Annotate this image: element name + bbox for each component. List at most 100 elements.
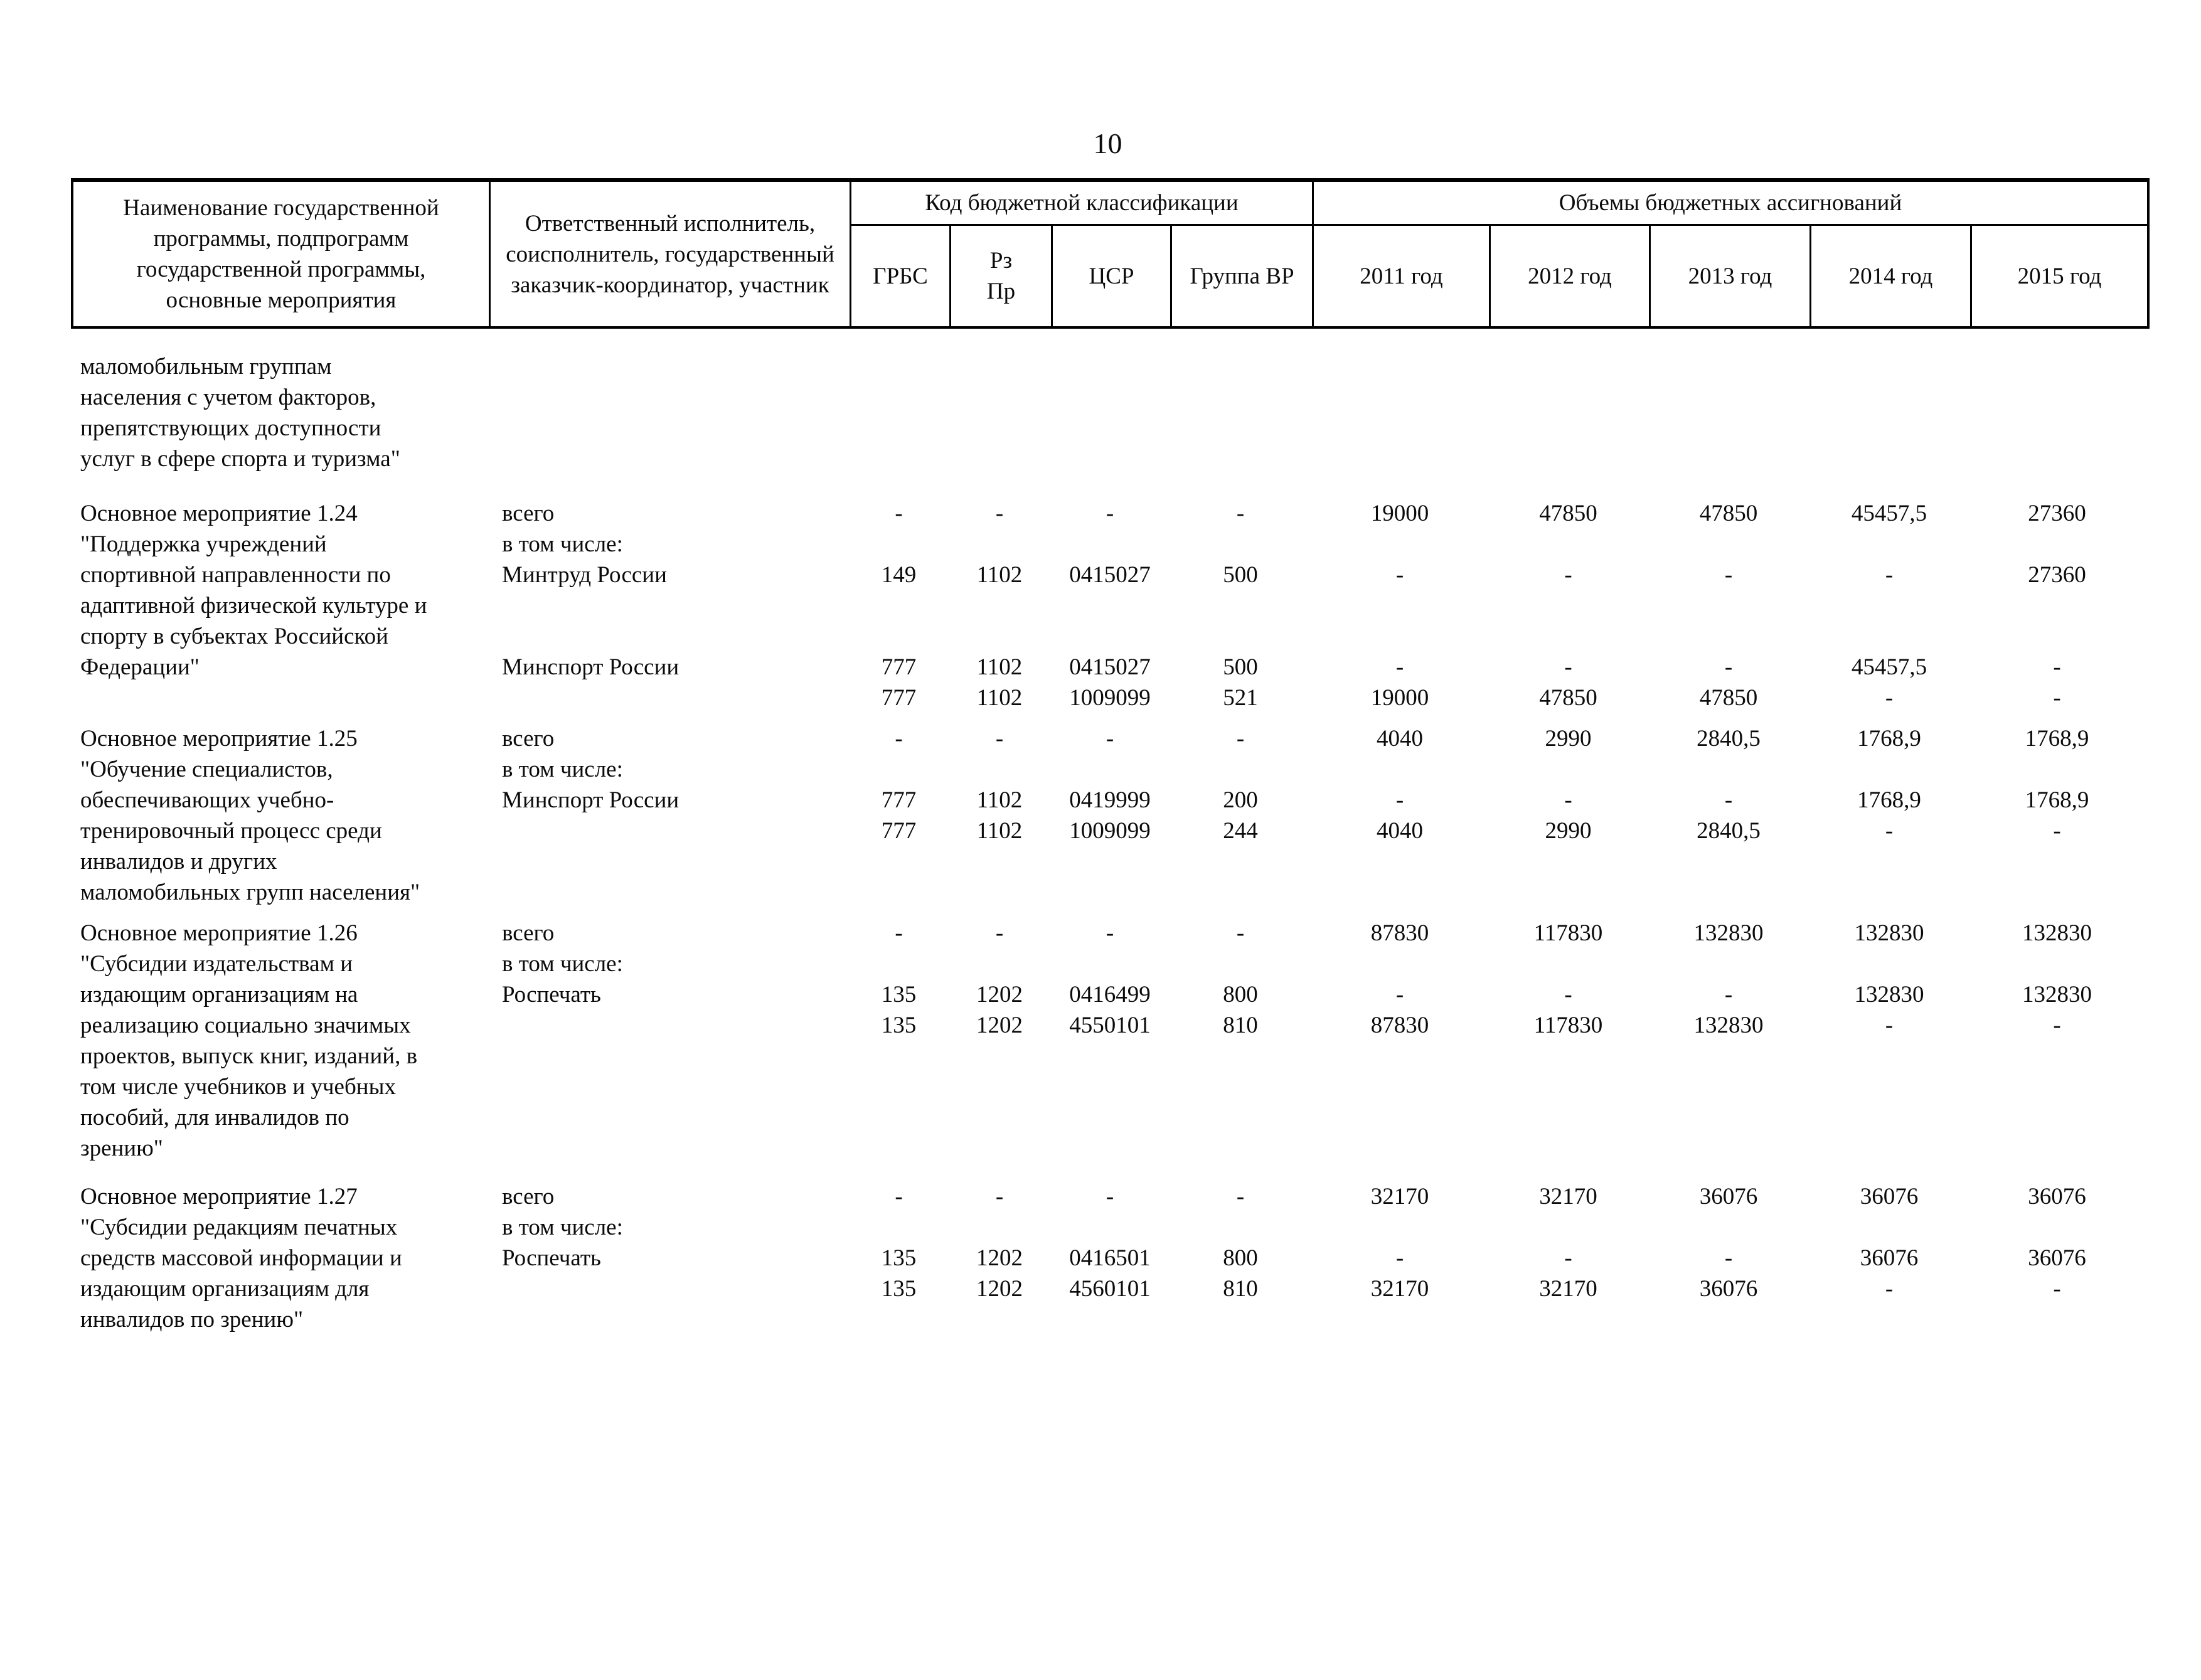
code-rzpr: 1202 <box>976 982 1023 1007</box>
budget-row: Минспорт России 777 1102 0419999 200 - - - 1768,… <box>488 785 2145 816</box>
code-rzpr: 1102 <box>976 818 1023 844</box>
code-grbs: 777 <box>881 654 917 680</box>
amount-2011: 19000 <box>1370 501 1429 526</box>
measure-name: Основное мероприятие 1.27 "Субсидии реда… <box>80 1184 402 1332</box>
amount-2012: - <box>1564 787 1572 813</box>
header-col-rzpr: Рз Пр <box>951 226 1053 326</box>
code-vr: 521 <box>1223 685 1258 711</box>
amount-2015: 36076 <box>2028 1245 2086 1271</box>
amount-2014: - <box>1885 562 1894 588</box>
amount-2013 <box>1648 949 1809 979</box>
amount-2011: 32170 <box>1370 1184 1429 1209</box>
amount-2012: - <box>1564 982 1572 1007</box>
amount-2012 <box>1488 1212 1648 1243</box>
amount-2011: - <box>1395 982 1404 1007</box>
code-rzpr: - <box>995 726 1004 752</box>
code-csr: 0415027 <box>1069 562 1151 588</box>
amount-2015: 132830 <box>2022 982 2092 1007</box>
amount-2014: 36076 <box>1860 1184 1919 1209</box>
code-rzpr: - <box>995 501 1004 526</box>
code-csr: 4560101 <box>1069 1276 1151 1302</box>
measure-block: Основное мероприятие 1.26 "Субсидии изда… <box>71 918 2145 1164</box>
code-csr: 4550101 <box>1069 1013 1151 1038</box>
code-grbs: 135 <box>881 1013 917 1038</box>
amount-2012: 47850 <box>1539 685 1597 711</box>
measure-block: Основное мероприятие 1.27 "Субсидии реда… <box>71 1181 2145 1335</box>
amount-2011: - <box>1395 787 1404 813</box>
amount-2013: 2840,5 <box>1697 726 1761 752</box>
code-rzpr: - <box>995 920 1004 946</box>
executor-label: всего <box>502 920 555 946</box>
amount-2014: 45457,5 <box>1851 654 1927 680</box>
executor-label: всего <box>502 1184 555 1209</box>
amount-2014: 1768,9 <box>1857 787 1921 813</box>
header-col-year-2014: 2014 год <box>1811 226 1972 326</box>
code-rzpr: 1202 <box>976 1276 1023 1302</box>
code-grbs <box>849 949 949 979</box>
amount-2013 <box>1648 1212 1809 1243</box>
amount-2014: 36076 <box>1860 1245 1919 1271</box>
amount-2011: - <box>1395 1245 1404 1271</box>
amount-2015: 27360 <box>2028 562 2086 588</box>
code-rzpr: 1102 <box>976 654 1023 680</box>
amount-2013: - <box>1724 1245 1733 1271</box>
amount-2013: 47850 <box>1699 685 1758 711</box>
executor-label <box>488 1010 849 1041</box>
executor-label: в том числе: <box>502 951 623 977</box>
executor-label <box>488 1273 849 1304</box>
amount-2014 <box>1809 529 1969 560</box>
table-header: Наименование государственной программы, … <box>71 178 2150 329</box>
amount-2014: - <box>1885 1276 1894 1302</box>
amount-2015: - <box>2053 685 2061 711</box>
amount-2013: 132830 <box>1693 1013 1764 1038</box>
header-group-budget-volumes: Объемы бюджетных ассигнований <box>1314 182 2147 226</box>
amount-2011: 19000 <box>1370 685 1429 711</box>
executor-label: Минспорт России <box>502 787 679 813</box>
budget-row: всего - - - - 32170 32170 36076 36076 36076 <box>488 1181 2145 1212</box>
header-subrow: ГРБС Рз Пр ЦСР Группа ВР 2011 год 2012 г… <box>851 226 2147 326</box>
amount-2013: 36076 <box>1699 1184 1758 1209</box>
code-csr: 0419999 <box>1069 787 1151 813</box>
amount-2013: - <box>1724 562 1733 588</box>
amount-2013: - <box>1724 982 1733 1007</box>
amount-2015: 132830 <box>2022 920 2092 946</box>
measure-block: маломобильным группам населения с учетом… <box>71 351 2145 474</box>
code-csr: - <box>1106 501 1114 526</box>
code-csr: - <box>1106 726 1114 752</box>
amount-2011: 4040 <box>1377 726 1423 752</box>
code-grbs: 135 <box>881 1245 917 1271</box>
amount-2015 <box>1969 1212 2145 1243</box>
amount-2011 <box>1311 949 1488 979</box>
measure-name: Основное мероприятие 1.26 "Субсидии изда… <box>80 920 418 1161</box>
code-vr: 244 <box>1223 818 1258 844</box>
code-grbs: 777 <box>881 818 917 844</box>
code-rzpr: - <box>995 1184 1004 1209</box>
amount-2014: - <box>1885 1013 1894 1038</box>
measure-name: Основное мероприятие 1.24 "Поддержка учр… <box>80 501 427 680</box>
code-vr <box>1170 529 1311 560</box>
executor-label: в том числе: <box>502 531 623 557</box>
amount-2012: - <box>1564 562 1572 588</box>
code-grbs: 135 <box>881 982 917 1007</box>
code-vr: 800 <box>1223 982 1258 1007</box>
budget-row: Роспечать 135 1202 0416499 800 - - - 132830 13283… <box>488 979 2145 1010</box>
code-rzpr: 1102 <box>976 787 1023 813</box>
amount-2013: - <box>1724 654 1733 680</box>
code-vr: 810 <box>1223 1013 1258 1038</box>
budget-row: всего - - - - 4040 2990 2840,5 1768,9 1768,9 <box>488 723 2145 754</box>
header-col-program-name: Наименование государственной программы, … <box>73 182 491 326</box>
executor-label: Минспорт России <box>502 654 679 680</box>
executor-label: Роспечать <box>502 1245 601 1271</box>
code-grbs <box>849 529 949 560</box>
code-vr: 500 <box>1223 654 1258 680</box>
table-body: маломобильным группам населения с учетом… <box>71 329 2145 1335</box>
code-csr: - <box>1106 920 1114 946</box>
amount-2013: - <box>1724 787 1733 813</box>
code-grbs: 149 <box>881 562 917 588</box>
header-col-executor: Ответственный исполнитель, соисполнитель… <box>491 182 851 326</box>
budget-row: в том числе: <box>488 949 2145 979</box>
budget-row: 135 1202 4560101 810 32170 32170 36076 - - <box>488 1273 2145 1304</box>
code-rzpr <box>949 529 1050 560</box>
code-csr <box>1050 754 1170 785</box>
budget-row: в том числе: <box>488 529 2145 560</box>
